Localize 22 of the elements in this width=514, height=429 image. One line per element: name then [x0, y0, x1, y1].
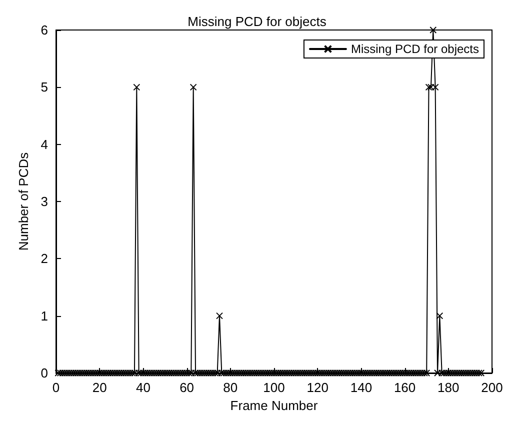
x-tick-label: 40: [136, 380, 150, 395]
x-tick-label: 160: [394, 380, 416, 395]
legend-label: Missing PCD for objects: [350, 42, 480, 56]
x-tick-label: 120: [306, 380, 328, 395]
x-tick-label: 0: [52, 380, 60, 395]
y-tick-label: 5: [40, 80, 48, 95]
y-axis-title: Number of PCDs: [16, 152, 31, 251]
y-tick-label: 2: [40, 251, 48, 266]
chart-title: Missing PCD for objects: [188, 14, 327, 29]
x-tick-label: 200: [481, 380, 503, 395]
x-tick-label: 80: [223, 380, 238, 395]
y-tick-label: 3: [40, 194, 48, 209]
x-tick-label: 20: [92, 380, 107, 395]
x-axis-title: Frame Number: [230, 398, 318, 413]
y-tick-label: 0: [40, 366, 48, 380]
y-tick-label: 6: [40, 22, 48, 38]
x-tick-label: 100: [263, 380, 285, 395]
x-tick-label: 60: [180, 380, 194, 395]
x-tick-label: 180: [438, 380, 460, 395]
y-tick-label: 4: [40, 136, 48, 152]
y-tick-label: 1: [40, 308, 48, 324]
x-tick-label: 140: [350, 380, 372, 395]
